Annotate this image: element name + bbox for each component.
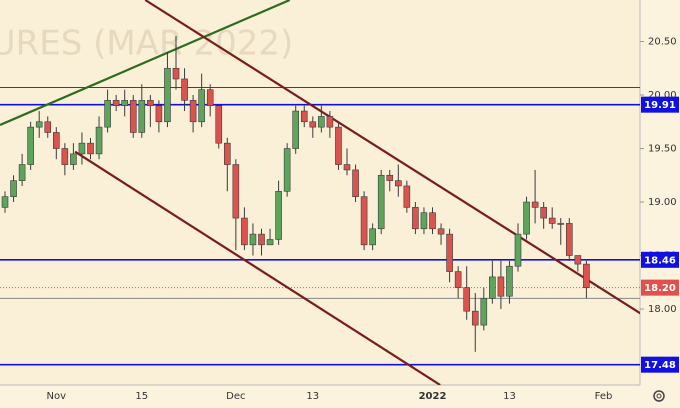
y-tick-label: 20.50 xyxy=(648,37,677,48)
candle-body xyxy=(27,126,34,165)
candle-body xyxy=(95,126,103,155)
candle-body xyxy=(1,196,9,208)
candle-body xyxy=(52,132,60,149)
level-label: 17.48 xyxy=(644,360,676,371)
candle-body xyxy=(232,164,240,219)
candle-body xyxy=(164,67,171,123)
candle-body xyxy=(258,233,265,246)
candle-body xyxy=(386,174,394,181)
candle-body xyxy=(343,164,351,171)
level-label-box xyxy=(641,356,679,373)
candle-body xyxy=(412,207,419,230)
candle-body xyxy=(44,121,52,133)
candle-body xyxy=(565,223,573,256)
level-label: 18.20 xyxy=(644,283,676,294)
x-tick-label: 13 xyxy=(503,391,516,402)
candle-body xyxy=(583,263,590,288)
candle-body xyxy=(70,153,77,165)
candle-body xyxy=(292,110,300,149)
candle-body xyxy=(10,180,17,197)
candle-body xyxy=(275,191,282,240)
candle-body xyxy=(266,239,274,246)
candle-body xyxy=(437,228,445,235)
candle-body xyxy=(360,196,368,246)
candle-body xyxy=(155,105,163,123)
candle-body xyxy=(403,185,411,208)
candle-body xyxy=(429,212,436,230)
level-label-box xyxy=(641,251,679,268)
candle-body xyxy=(531,201,539,208)
candle-body xyxy=(557,223,565,225)
y-tick-label: 19.50 xyxy=(648,144,677,155)
plot-background xyxy=(0,0,640,385)
candle-body xyxy=(506,265,513,297)
candle-body xyxy=(352,169,359,197)
level-label: 18.46 xyxy=(644,255,676,266)
candle-body xyxy=(112,100,120,107)
y-tick-label: 18.00 xyxy=(648,304,677,315)
candle-body xyxy=(480,298,488,326)
x-tick-label: Dec xyxy=(226,391,245,402)
candle-body xyxy=(61,148,69,165)
candle-body xyxy=(454,271,462,288)
trend-line xyxy=(144,0,640,315)
candle-body xyxy=(548,217,556,224)
level-label-box xyxy=(641,96,679,113)
candle-body xyxy=(249,233,257,246)
candle-body xyxy=(446,233,453,272)
watermark: TURES (MAR 2022) xyxy=(0,24,293,64)
candle-body xyxy=(147,100,154,107)
axis-background xyxy=(0,385,640,408)
candle-body xyxy=(224,142,231,165)
candle-body xyxy=(420,212,428,230)
candle-body xyxy=(283,148,291,192)
candle-body xyxy=(300,110,308,123)
trend-line xyxy=(74,150,441,385)
y-tick-label: 20.00 xyxy=(648,90,677,101)
candle-body xyxy=(326,116,334,128)
x-tick-label: 2022 xyxy=(419,391,447,402)
level-label: 19.91 xyxy=(644,100,676,111)
candle-body xyxy=(394,180,402,187)
candle-body xyxy=(206,89,214,107)
candle-body xyxy=(87,142,94,155)
settings-icon[interactable] xyxy=(653,390,665,402)
candle-body xyxy=(198,89,205,123)
candle-body xyxy=(463,287,471,312)
candle-body xyxy=(574,255,582,265)
trend-line xyxy=(0,0,291,126)
candle-body xyxy=(241,217,248,246)
candle-body xyxy=(514,233,522,267)
candle-body xyxy=(104,100,111,128)
candle-body xyxy=(138,100,146,133)
candle-body xyxy=(318,116,325,128)
x-tick-label: 15 xyxy=(135,391,148,402)
candle-body xyxy=(35,121,43,128)
x-tick-label: Feb xyxy=(595,391,613,402)
candle-body xyxy=(172,67,180,80)
candle-body xyxy=(489,276,496,299)
candle-body xyxy=(369,228,376,246)
candle-body xyxy=(377,174,385,230)
candle-body xyxy=(18,164,26,181)
candle-body xyxy=(309,121,317,128)
level-label-box xyxy=(641,279,679,296)
candle-body xyxy=(215,105,223,144)
candle-body xyxy=(540,207,547,219)
candle-body xyxy=(78,142,86,155)
candle-body xyxy=(497,276,505,297)
x-tick-label: 13 xyxy=(306,391,319,402)
candle-body xyxy=(523,201,530,235)
candle-body xyxy=(471,310,479,326)
candle-body xyxy=(129,100,137,133)
x-tick-label: Nov xyxy=(47,391,67,402)
axis-background xyxy=(640,0,680,408)
y-tick-label: 19.00 xyxy=(648,197,677,208)
candle-body xyxy=(121,100,128,107)
candle-body xyxy=(181,78,188,101)
candle-body xyxy=(335,126,342,165)
candle-body xyxy=(189,100,197,123)
